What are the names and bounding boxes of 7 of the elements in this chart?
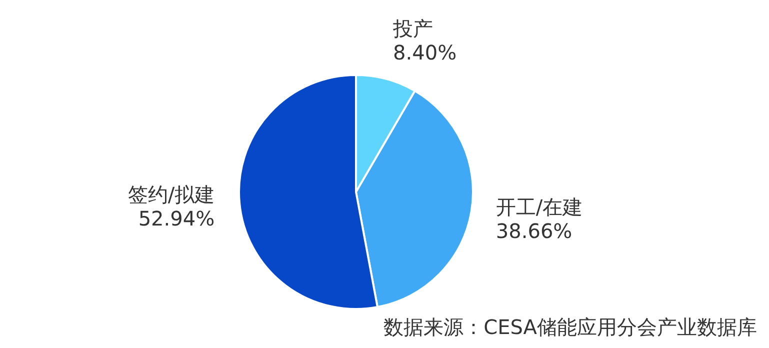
slice-label: 投产 — [392, 16, 434, 40]
slice-label: 签约/拟建 — [128, 182, 215, 206]
source-note: 数据来源：CESA储能应用分会产业数据库 — [384, 315, 757, 339]
data-label: 38.66% — [496, 218, 572, 243]
data-label: 52.94% — [138, 206, 215, 230]
slice-label: 开工/在建 — [496, 194, 583, 219]
data-label: 8.40% — [393, 40, 457, 64]
